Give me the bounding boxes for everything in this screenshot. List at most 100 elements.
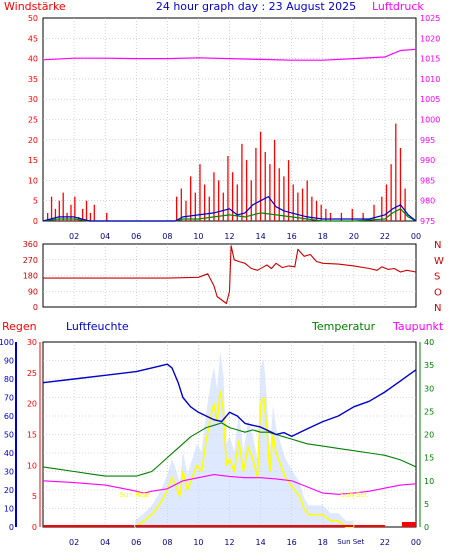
humidity-y-tick-label: 30 [4, 468, 14, 477]
dewpoint-y-tick-label: 25 [27, 369, 37, 378]
x-tick-label: 14 [255, 232, 265, 241]
compass-label: N [434, 303, 441, 314]
humidity-y-tick-label: 10 [4, 505, 14, 514]
dewpoint-y-tick-label: 10 [27, 461, 37, 470]
wind-y-tick-label: 5 [33, 197, 38, 206]
x-tick-label: 10 [193, 232, 203, 241]
dewpoint-line [42, 474, 417, 495]
pressure-y-tick-label: 1020 [420, 34, 440, 43]
dewpoint-y-tick-label: 20 [27, 400, 37, 409]
direction-y-tick-label: 270 [23, 256, 38, 265]
dewpoint-y-tick-label: 0 [32, 523, 37, 532]
compass-label: S [434, 272, 440, 283]
wind-y-tick-label: 10 [28, 176, 38, 185]
chart-title: 24 hour graph day : 23 August 2025 [156, 0, 356, 13]
temperature-axis-title: Temperatur [311, 320, 376, 333]
wind-y-tick-label: 50 [28, 14, 38, 23]
humidity-axis-title: Luftfeuchte [66, 320, 129, 333]
dewpoint-y-tick-label: 5 [32, 492, 37, 501]
x-tick-label: 08 [162, 232, 172, 241]
wind-y-tick-label: 20 [28, 136, 38, 145]
wind-y-tick-label: 30 [28, 95, 38, 104]
temperature-y-tick-label: 20 [424, 431, 434, 440]
compass-label: W [434, 256, 444, 267]
wind-y-tick-label: 35 [28, 75, 38, 84]
pressure-y-tick-label: 1015 [420, 55, 440, 64]
temperature-y-tick-label: 15 [424, 454, 434, 463]
axis-labels: 5045403530252015105010251020101510101005… [0, 14, 444, 547]
dewpoint-axis-title: Taupunkt [392, 320, 444, 333]
wind-y-tick-label: 15 [28, 156, 38, 165]
x-tick-label: 10 [193, 538, 203, 547]
pressure-y-tick-label: 1010 [420, 75, 440, 84]
wind-axis-title: Windstärke [4, 0, 66, 13]
x-tick-label: 12 [224, 232, 234, 241]
x-tick-label: 08 [162, 538, 172, 547]
x-tick-label: 22 [380, 538, 390, 547]
rain-bar [402, 522, 416, 527]
x-tick-label: 04 [100, 232, 110, 241]
compass-label: N [434, 240, 441, 251]
sunrise-label: Sun Rise [120, 491, 150, 499]
pressure-line [42, 48, 417, 61]
direction-y-tick-label: 180 [23, 272, 38, 281]
pressure-y-tick-label: 985 [420, 176, 435, 185]
wind-direction-line [43, 245, 417, 305]
humidity-y-tick-label: 0 [9, 523, 14, 532]
temperature-line [42, 422, 417, 477]
x-tick-label: 06 [131, 538, 141, 547]
x-tick-label: 00 [411, 538, 421, 547]
humidity-y-tick-label: 60 [4, 412, 14, 421]
temperature-y-tick-label: 35 [424, 361, 434, 370]
pressure-y-tick-label: 1025 [420, 14, 440, 23]
x-tick-label: 04 [100, 538, 110, 547]
x-tick-label: 02 [69, 232, 79, 241]
humidity-y-tick-label: 70 [4, 394, 14, 403]
sunset-label: Sun Set [340, 491, 367, 499]
wind-y-tick-label: 25 [28, 116, 38, 125]
temperature-y-tick-label: 5 [424, 500, 429, 509]
x-tick-label: 20 [349, 232, 359, 241]
dewpoint-y-tick-label: 15 [27, 431, 37, 440]
pressure-y-tick-label: 1000 [420, 116, 440, 125]
humidity-y-tick-label: 40 [4, 449, 14, 458]
temperature-y-tick-label: 40 [424, 338, 434, 347]
x-tick-label: 16 [287, 232, 297, 241]
pressure-axis-title: Luftdruck [372, 0, 424, 13]
temperature-y-tick-label: 0 [424, 523, 429, 532]
humidity-y-tick-label: 80 [4, 375, 14, 384]
pressure-y-tick-label: 975 [420, 217, 435, 226]
x-tick-label: 18 [318, 538, 328, 547]
x-tick-label: 14 [255, 538, 265, 547]
pressure-y-tick-label: 980 [420, 197, 435, 206]
x-tick-label: 22 [380, 232, 390, 241]
wind-avg-line [42, 196, 417, 222]
rain-axis-title: Regen [2, 320, 37, 333]
x-tick-label: 16 [287, 538, 297, 547]
x-tick-label: 18 [318, 232, 328, 241]
x-tick-label: 00 [411, 232, 421, 241]
humidity-y-tick-label: 20 [4, 486, 14, 495]
solar-line [134, 390, 354, 528]
sun-set-axis-label: Sun Set [337, 538, 364, 546]
pressure-y-tick-label: 995 [420, 136, 435, 145]
wind-y-tick-label: 45 [28, 34, 38, 43]
compass-label: O [434, 287, 442, 298]
humidity-y-tick-label: 90 [4, 357, 14, 366]
pressure-y-tick-label: 990 [420, 156, 435, 165]
x-tick-label: 12 [224, 538, 234, 547]
direction-y-tick-label: 90 [28, 287, 38, 296]
temperature-y-tick-label: 10 [424, 477, 434, 486]
humidity-y-tick-label: 50 [4, 431, 14, 440]
direction-y-tick-label: 0 [33, 303, 38, 312]
x-tick-label: 06 [131, 232, 141, 241]
temperature-y-tick-label: 25 [424, 407, 434, 416]
dewpoint-y-tick-label: 30 [27, 338, 37, 347]
pressure-y-tick-label: 1005 [420, 95, 440, 104]
humidity-y-tick-label: 100 [0, 338, 14, 347]
temperature-y-tick-label: 30 [424, 384, 434, 393]
wind-y-tick-label: 40 [28, 55, 38, 64]
humidity-line [42, 363, 417, 438]
